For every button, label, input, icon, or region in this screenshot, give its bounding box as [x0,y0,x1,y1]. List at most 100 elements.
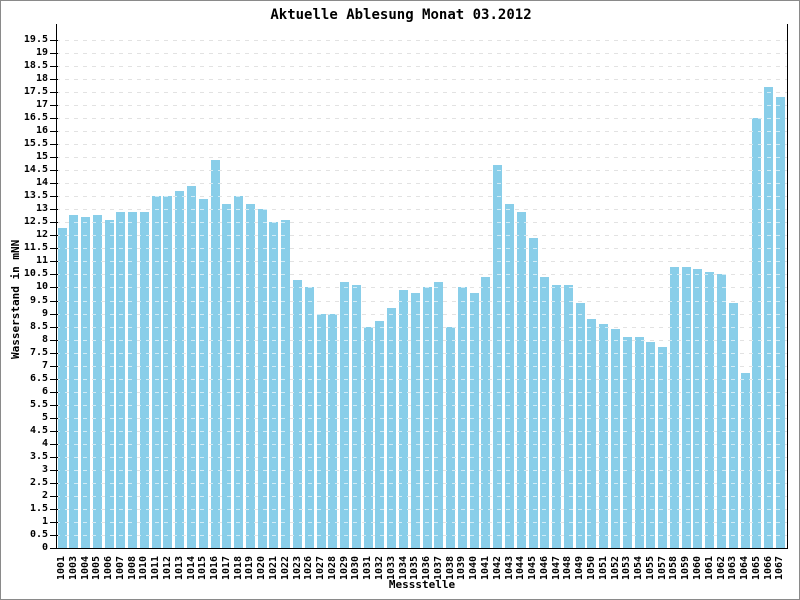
bar-1048 [564,285,573,548]
y-tick-mark [50,366,58,367]
y-tick-label: 0.5 [29,529,48,540]
bar-1014 [187,186,196,548]
bar-1017 [222,204,231,548]
y-tick-mark [50,66,58,67]
y-tick-mark [50,431,58,432]
gridline-overlay [56,470,787,471]
gridline-overlay [56,222,787,223]
gridline-overlay [56,405,787,406]
bar-1064 [741,373,750,548]
bar-1005 [93,215,102,548]
y-tick-label: 4.5 [29,425,48,436]
y-tick-label: 15.5 [23,138,48,149]
y-tick-label: 11 [35,255,48,266]
y-tick-mark [50,274,58,275]
y-tick-mark [50,522,58,523]
bar-1054 [635,337,644,548]
y-tick-label: 19.5 [23,34,48,45]
y-tick-label: 3.5 [29,451,48,462]
gridline-overlay [56,66,787,67]
x-tick-label: 1061 [704,555,715,580]
y-tick-label: 7.5 [29,347,48,358]
y-tick-label: 17.5 [23,86,48,97]
gridline-overlay [56,483,787,484]
y-tick-mark [50,509,58,510]
x-tick-label: 1063 [727,555,738,580]
gridline-overlay [56,457,787,458]
x-tick-label: 1026 [303,555,314,580]
gridline-overlay [56,535,787,536]
y-tick-mark [50,92,58,93]
y-tick-mark [50,287,58,288]
x-tick-label: 1007 [115,555,126,580]
bar-1008 [128,212,137,548]
bar-1037 [434,282,443,548]
bar-1055 [646,342,655,548]
x-tick-label: 1053 [621,555,632,580]
y-tick-mark [50,183,58,184]
bar-1061 [705,272,714,548]
y-tick-label: 13 [35,203,48,214]
bar-1052 [611,329,620,548]
y-tick-mark [50,222,58,223]
bar-1066 [764,87,773,548]
y-tick-mark [50,418,58,419]
y-tick-mark [50,314,58,315]
bar-1020 [258,209,267,548]
gridline-overlay [56,353,787,354]
gridline-overlay [56,261,787,262]
y-tick-label: 18.5 [23,60,48,71]
y-tick-label: 5.5 [29,399,48,410]
x-tick-label: 1010 [138,555,149,580]
bar-1016 [211,160,220,548]
x-tick-label: 1059 [680,555,691,580]
bar-1010 [140,212,149,548]
bar-1041 [481,277,490,548]
bar-1045 [529,238,538,548]
y-tick-mark [50,483,58,484]
gridline-overlay [56,314,787,315]
x-tick-label: 1037 [433,555,444,580]
y-tick-mark [50,157,58,158]
y-tick-label: 8.5 [29,321,48,332]
y-tick-label: 1 [41,516,48,527]
right-border-line [787,24,788,549]
y-tick-mark [50,248,58,249]
gridline-overlay [56,170,787,171]
y-tick-mark [50,353,58,354]
y-tick-label: 16.5 [23,112,48,123]
x-tick-label: 1044 [515,555,526,580]
bar-1033 [387,308,396,548]
x-tick-label: 1035 [409,555,420,580]
gridline-overlay [56,496,787,497]
y-tick-mark [50,548,58,549]
bar-1044 [517,212,526,548]
bar-1049 [576,303,585,548]
y-tick-label: 1.5 [29,503,48,514]
bar-1035 [411,293,420,548]
gridline-overlay [56,209,787,210]
bar-1040 [470,293,479,548]
bar-1021 [269,222,278,548]
y-tick-label: 11.5 [23,242,48,253]
y-tick-mark [50,327,58,328]
y-tick-label: 10 [35,281,48,292]
y-tick-mark [50,79,58,80]
x-tick-label: 1003 [68,555,79,580]
x-tick-label: 1042 [492,555,503,580]
bar-1042 [493,165,502,548]
y-tick-mark [50,457,58,458]
y-tick-mark [50,392,58,393]
y-tick-label: 7 [41,360,48,371]
x-tick-label: 1030 [350,555,361,580]
bar-1022 [281,220,290,548]
bar-1053 [623,337,632,548]
x-tick-label: 1033 [386,555,397,580]
gridline-overlay [56,248,787,249]
x-tick-label: 1022 [280,555,291,580]
gridline-overlay [56,92,787,93]
y-tick-mark [50,235,58,236]
gridline-overlay [56,118,787,119]
gridline-overlay [56,522,787,523]
